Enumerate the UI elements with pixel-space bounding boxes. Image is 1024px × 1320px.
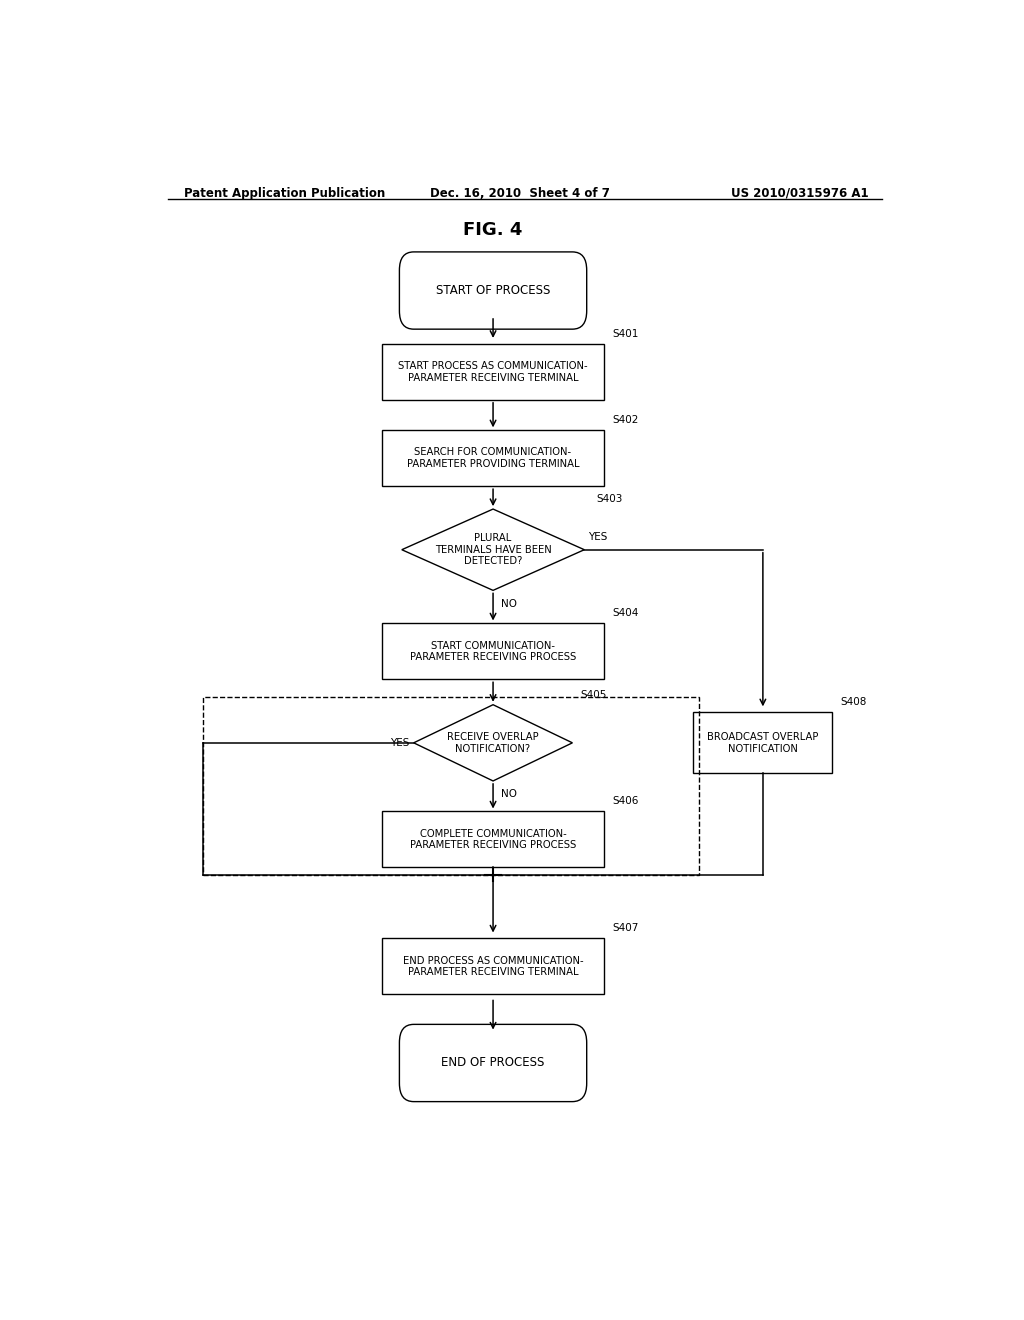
Text: S405: S405 [581,689,607,700]
Text: NO: NO [501,598,517,609]
Text: S408: S408 [841,697,866,708]
Text: S403: S403 [596,494,623,504]
FancyBboxPatch shape [399,252,587,329]
Text: COMPLETE COMMUNICATION-
PARAMETER RECEIVING PROCESS: COMPLETE COMMUNICATION- PARAMETER RECEIV… [410,829,577,850]
FancyBboxPatch shape [382,430,604,486]
Text: START PROCESS AS COMMUNICATION-
PARAMETER RECEIVING TERMINAL: START PROCESS AS COMMUNICATION- PARAMETE… [398,362,588,383]
Text: RECEIVE OVERLAP
NOTIFICATION?: RECEIVE OVERLAP NOTIFICATION? [447,733,539,754]
Text: FIG. 4: FIG. 4 [464,220,522,239]
Text: SEARCH FOR COMMUNICATION-
PARAMETER PROVIDING TERMINAL: SEARCH FOR COMMUNICATION- PARAMETER PROV… [407,447,580,469]
Text: PLURAL
TERMINALS HAVE BEEN
DETECTED?: PLURAL TERMINALS HAVE BEEN DETECTED? [434,533,552,566]
FancyBboxPatch shape [693,713,833,774]
Text: S401: S401 [612,329,639,339]
Text: START OF PROCESS: START OF PROCESS [436,284,550,297]
Text: BROADCAST OVERLAP
NOTIFICATION: BROADCAST OVERLAP NOTIFICATION [708,733,818,754]
Text: END PROCESS AS COMMUNICATION-
PARAMETER RECEIVING TERMINAL: END PROCESS AS COMMUNICATION- PARAMETER … [402,956,584,977]
Polygon shape [401,510,585,590]
Text: S407: S407 [612,924,639,933]
FancyBboxPatch shape [382,939,604,994]
Text: Dec. 16, 2010  Sheet 4 of 7: Dec. 16, 2010 Sheet 4 of 7 [430,187,609,199]
Text: NO: NO [501,789,517,799]
FancyBboxPatch shape [382,812,604,867]
Text: US 2010/0315976 A1: US 2010/0315976 A1 [731,187,868,199]
FancyBboxPatch shape [382,345,604,400]
Text: S402: S402 [612,416,639,425]
Text: S406: S406 [612,796,639,807]
Polygon shape [414,705,572,781]
Text: END OF PROCESS: END OF PROCESS [441,1056,545,1069]
Text: Patent Application Publication: Patent Application Publication [183,187,385,199]
FancyBboxPatch shape [382,623,604,680]
Text: YES: YES [588,532,607,541]
Text: START COMMUNICATION-
PARAMETER RECEIVING PROCESS: START COMMUNICATION- PARAMETER RECEIVING… [410,640,577,663]
Text: S404: S404 [612,609,639,618]
Text: YES: YES [390,738,410,748]
FancyBboxPatch shape [399,1024,587,1102]
